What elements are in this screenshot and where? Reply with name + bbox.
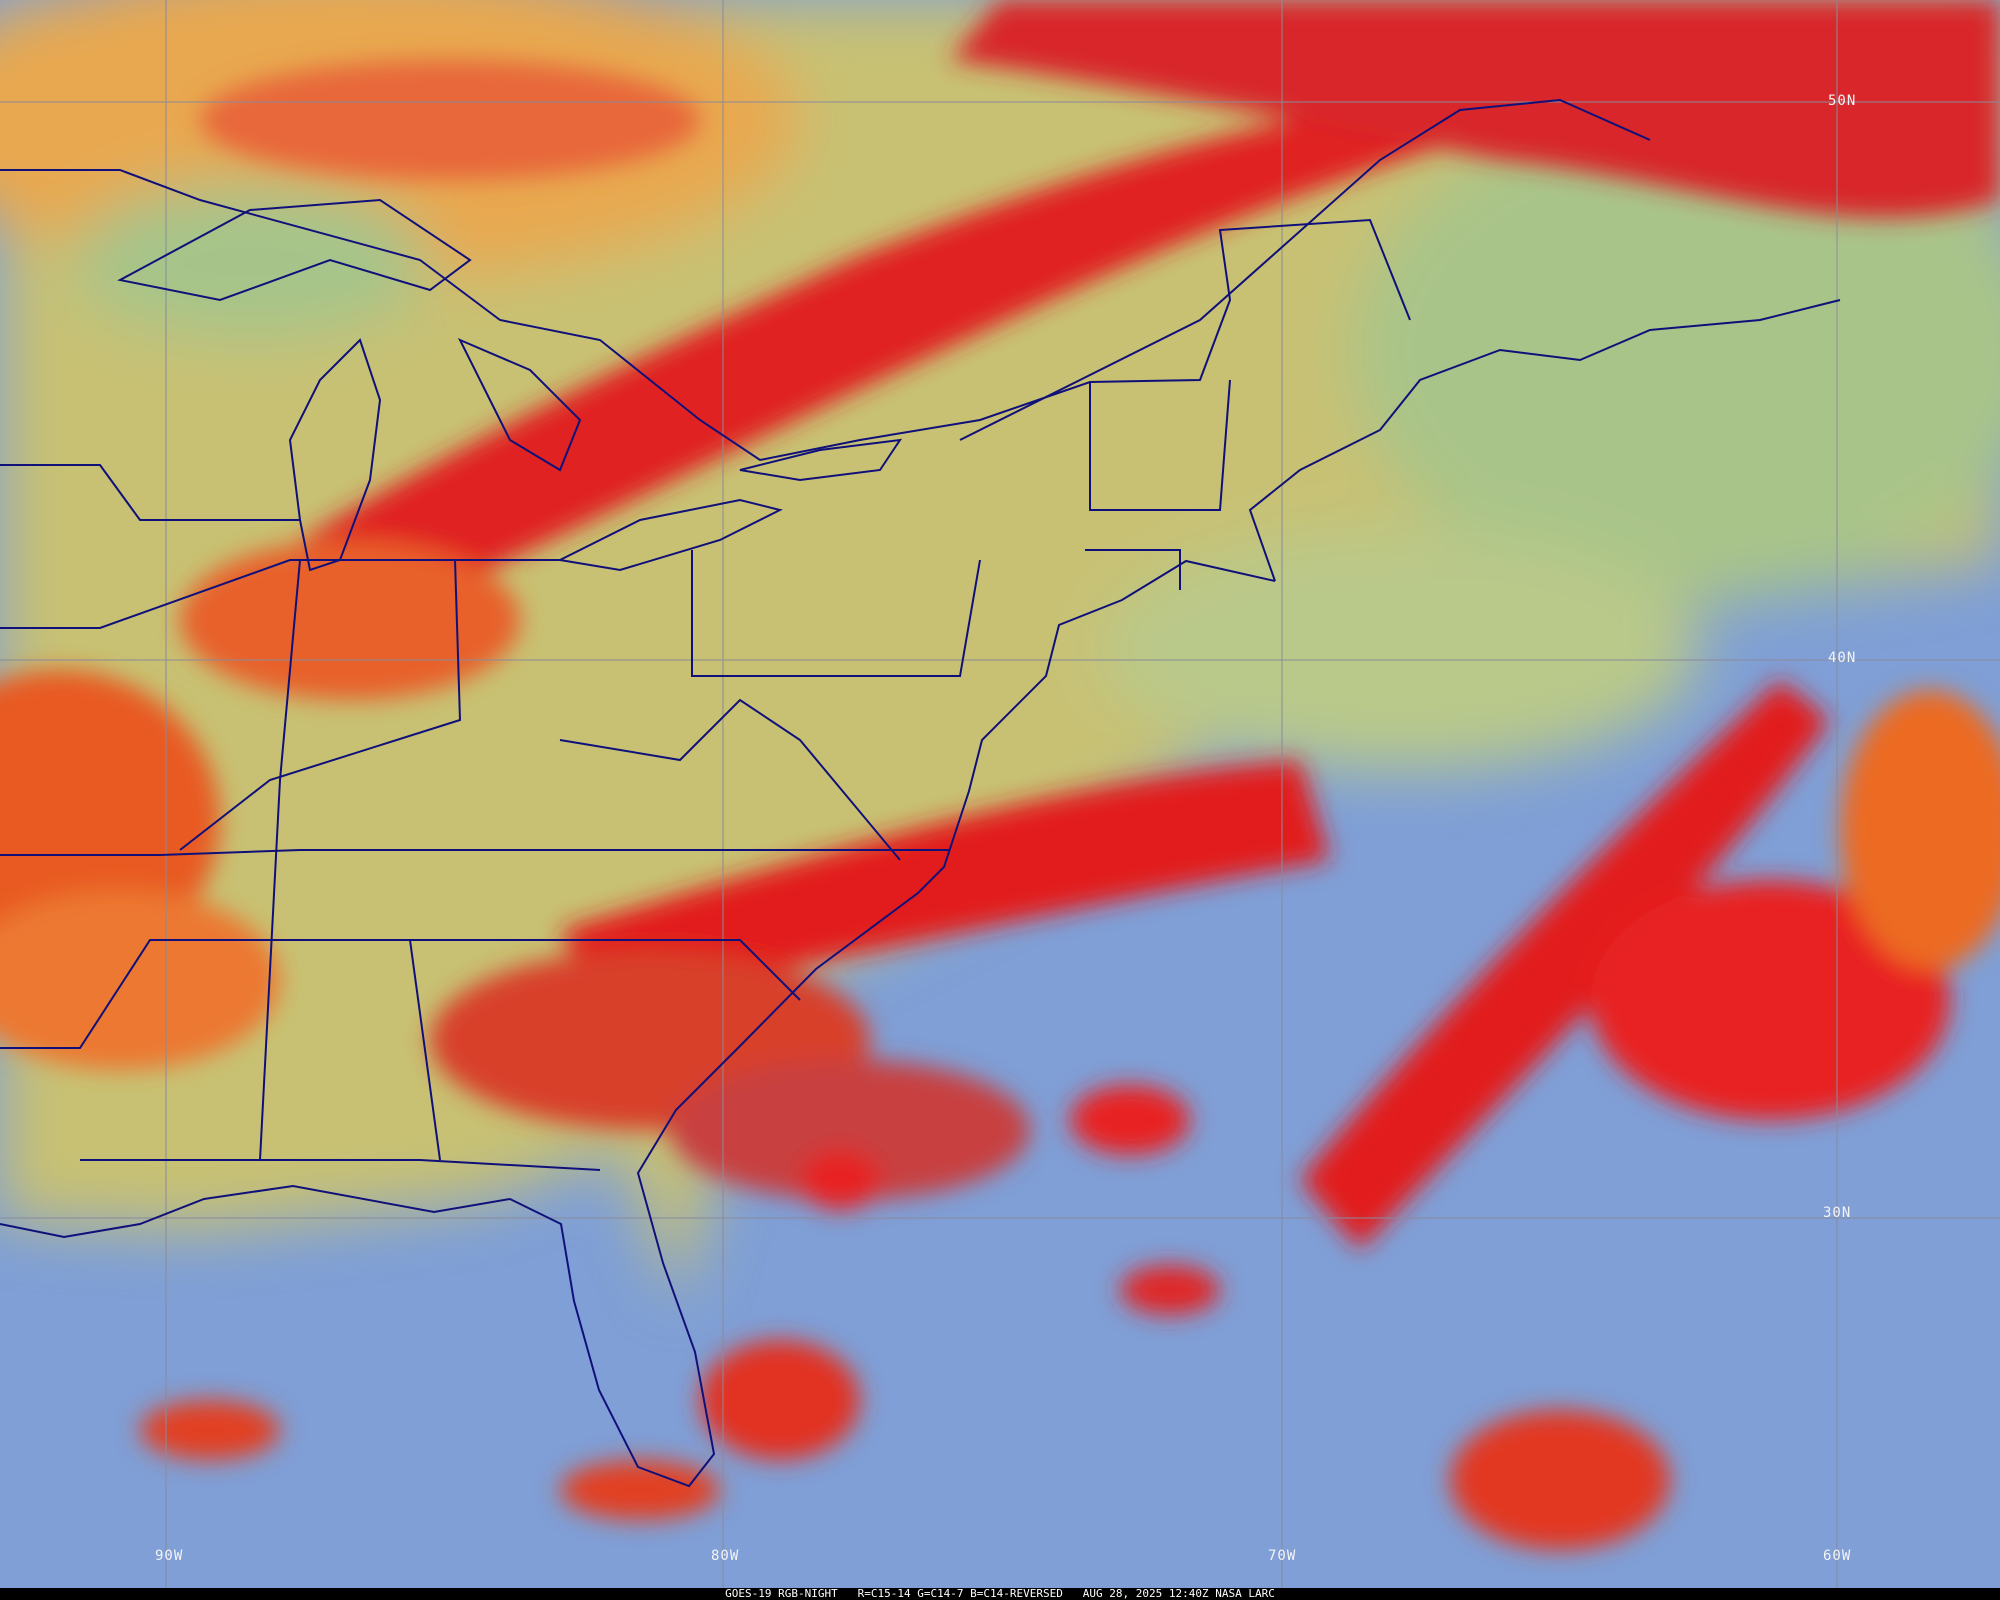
lat-label-50n: 50N bbox=[1828, 93, 1857, 109]
caption-source: NASA LARC bbox=[1215, 1587, 1275, 1600]
state-border bbox=[1089, 379, 1231, 511]
state-border bbox=[1085, 549, 1181, 590]
state-border bbox=[179, 559, 462, 851]
atlantic-coastline bbox=[0, 559, 1276, 1488]
st-lawrence bbox=[959, 98, 1651, 441]
state-border bbox=[0, 849, 950, 856]
us-canada-border bbox=[0, 169, 1411, 462]
state-border bbox=[691, 550, 981, 677]
lake-michigan bbox=[288, 338, 382, 572]
state-border bbox=[0, 464, 300, 521]
lon-label-90w: 90W bbox=[155, 1548, 184, 1564]
image-caption-bar: GOES-19 RGB-NIGHT R=C15-14 G=C14-7 B=C14… bbox=[0, 1588, 2000, 1600]
lon-label-70w: 70W bbox=[1268, 1548, 1297, 1564]
state-border bbox=[409, 939, 441, 1161]
lat-label-40n: 40N bbox=[1828, 650, 1857, 666]
lake-huron bbox=[457, 338, 582, 472]
canada-coastline bbox=[1248, 299, 1841, 582]
state-border bbox=[259, 559, 301, 1161]
state-border bbox=[0, 939, 801, 1049]
cloud-bands bbox=[0, 0, 2000, 1550]
lon-label-80w: 80W bbox=[711, 1548, 740, 1564]
lake-erie bbox=[556, 498, 783, 572]
lon-label-60w: 60W bbox=[1823, 1548, 1852, 1564]
lake-superior bbox=[117, 198, 472, 302]
political-boundaries bbox=[0, 98, 1841, 1488]
caption-satellite: GOES-19 RGB-NIGHT bbox=[725, 1587, 838, 1600]
lat-label-30n: 30N bbox=[1823, 1205, 1852, 1221]
state-border bbox=[0, 559, 560, 629]
lake-ontario bbox=[739, 438, 903, 482]
state-border bbox=[559, 698, 901, 861]
caption-timestamp: AUG 28, 2025 12:40Z bbox=[1082, 1587, 1209, 1600]
state-border bbox=[80, 1159, 601, 1171]
caption-channels: R=C15-14 G=C14-7 B=C14-REVERSED bbox=[857, 1587, 1063, 1600]
